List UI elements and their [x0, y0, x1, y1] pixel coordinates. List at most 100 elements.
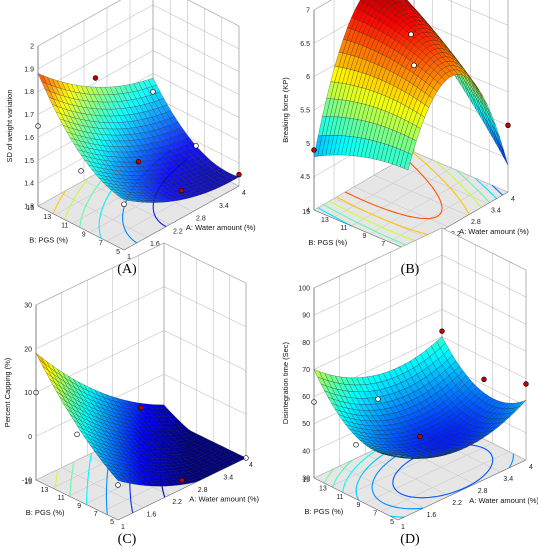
x-tick-label: 3.4: [223, 474, 233, 481]
design-point: [92, 75, 99, 81]
design-point: [417, 433, 423, 440]
z-tick-label: 1.3: [24, 204, 34, 211]
grid-line: [441, 336, 527, 379]
x-axis-title: A: Water amount (%): [189, 494, 259, 503]
x-axis-title: A: Water amount (%): [469, 496, 538, 505]
design-point: [179, 477, 185, 483]
contour-line: [69, 461, 75, 497]
z-tick-label: 100: [298, 286, 310, 293]
x-axis-title: A: Water amount (%): [186, 223, 256, 232]
x-tick-label: 4: [242, 190, 246, 197]
surface-cell: [394, 454, 404, 457]
y-tick-label: 15: [26, 205, 34, 212]
y-tick-label: 7: [99, 240, 103, 247]
grid-line: [413, 118, 509, 159]
design-point: [121, 201, 127, 207]
z-tick-label: 6: [306, 74, 310, 81]
x-tick-label: 4: [511, 196, 515, 203]
x-tick-label: 2.2: [451, 231, 461, 238]
grid-line: [332, 159, 433, 219]
z-tick-label: 4.5: [300, 174, 310, 181]
y-tick-label: 9: [362, 233, 366, 240]
grid-line: [389, 183, 490, 243]
grid-line: [163, 242, 247, 284]
grid-line: [313, 0, 332, 11]
y-tick-label: 5: [116, 249, 120, 256]
z-tick-label: 1.6: [24, 135, 34, 142]
z-tick-label: 1.9: [24, 66, 34, 73]
y-tick-label: 9: [82, 231, 86, 238]
x-tick-label: 2.8: [471, 219, 481, 226]
design-point: [74, 431, 80, 438]
x-axis-line: [123, 185, 240, 251]
z-tick-label: 30: [24, 303, 32, 310]
contour-line: [344, 157, 443, 220]
surface-cell: [373, 0, 378, 2]
z-tick-label: 90: [302, 313, 310, 320]
panel-b: 11.62.22.83.4457911131544.555.566.57A: W…: [281, 0, 529, 261]
surface-cell: [403, 152, 413, 171]
z-tick-label: -10: [22, 478, 32, 485]
z-tick-label: 70: [302, 367, 310, 374]
x-tick-label: 2.8: [196, 216, 206, 223]
z-axis-title: SD of weight variation: [5, 90, 14, 163]
y-tick-label: 13: [43, 214, 51, 221]
grid-line: [381, 451, 510, 512]
y-tick-label: 5: [110, 519, 114, 526]
z-tick-label: 20: [24, 346, 32, 353]
design-point: [135, 159, 142, 165]
design-point: [115, 482, 121, 488]
x-tick-label: 3.4: [503, 476, 513, 483]
y-tick-label: 11: [58, 495, 65, 502]
y-axis-title: B: PGS (%): [26, 508, 65, 517]
x-tick-label: 1: [121, 524, 125, 531]
y-tick-label: 11: [61, 223, 68, 230]
x-tick-label: 1: [401, 524, 405, 531]
design-point: [411, 62, 417, 69]
y-axis-line: [313, 477, 399, 521]
design-point: [439, 328, 445, 334]
grid-line: [373, 174, 469, 216]
grid-line: [37, 0, 122, 47]
grid-line: [313, 254, 443, 316]
grid-line: [413, 18, 509, 59]
panel-label-b: (B): [401, 262, 420, 277]
response-surface: [37, 73, 240, 203]
contour-line: [332, 459, 353, 488]
z-axis-title: Percent Capping (%): [3, 357, 12, 427]
y-tick-label: 5: [390, 519, 394, 526]
z-tick-label: 1.5: [24, 158, 34, 165]
y-tick-label: 15: [302, 209, 310, 216]
y-tick-label: 13: [41, 487, 49, 494]
x-tick-label: 2.2: [452, 500, 462, 507]
y-axis-line: [35, 479, 119, 521]
z-axis-title: Disintegration time (Sec): [281, 341, 290, 424]
z-tick-label: 2: [30, 44, 34, 51]
x-tick-label: 1: [127, 254, 131, 261]
grid-line: [35, 242, 165, 306]
design-point: [138, 405, 144, 411]
z-tick-label: 7: [306, 8, 310, 15]
grid-line: [152, 27, 240, 72]
grid-line: [441, 309, 527, 352]
x-tick-label: 2.2: [172, 499, 182, 506]
y-axis-line: [37, 205, 125, 251]
grid-line: [351, 167, 452, 227]
design-point: [178, 187, 185, 194]
x-tick-label: 3.4: [219, 203, 229, 210]
y-tick-label: 11: [336, 494, 343, 501]
y-tick-label: 13: [321, 217, 329, 224]
grid-line: [35, 286, 165, 349]
z-tick-label: 40: [302, 448, 310, 455]
z-tick-label: 1.8: [24, 89, 34, 96]
design-point: [523, 381, 529, 387]
contour-line: [336, 152, 470, 237]
grid-line: [365, 453, 450, 497]
y-tick-label: 9: [356, 502, 360, 509]
contour-line: [52, 190, 67, 214]
contour-line: [491, 184, 503, 196]
grid-line: [313, 282, 443, 343]
contour-line: [323, 468, 335, 484]
